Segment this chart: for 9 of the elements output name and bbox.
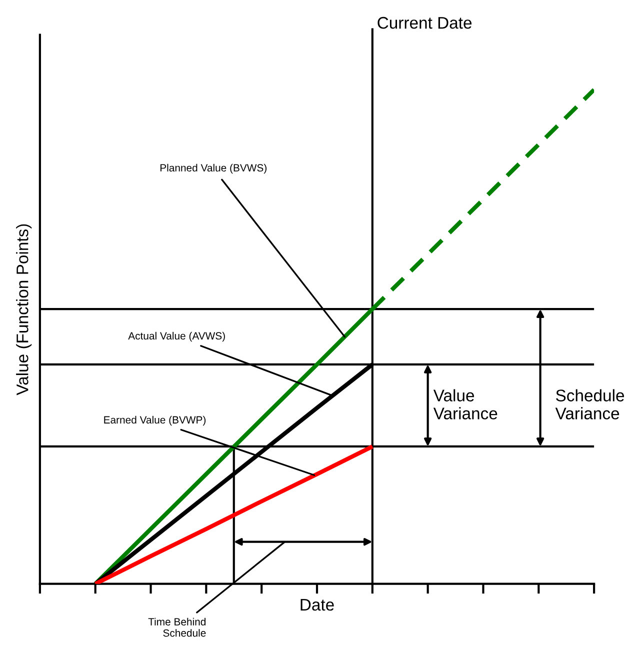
annotation: Schedule Variance xyxy=(555,389,624,420)
annotation: Value Variance xyxy=(433,389,498,420)
annotation: Planned Value (BVWS) xyxy=(160,164,266,174)
x-axis-title: Date xyxy=(300,599,334,611)
text: Current Date xyxy=(378,16,472,29)
annotation: Actual Value (AVWS) xyxy=(128,332,225,342)
annotation: Earned Value (BVWP) xyxy=(104,416,206,426)
text: Time Behind Schedule xyxy=(148,618,206,637)
y-axis-title: Value (Function Points) xyxy=(16,224,32,396)
